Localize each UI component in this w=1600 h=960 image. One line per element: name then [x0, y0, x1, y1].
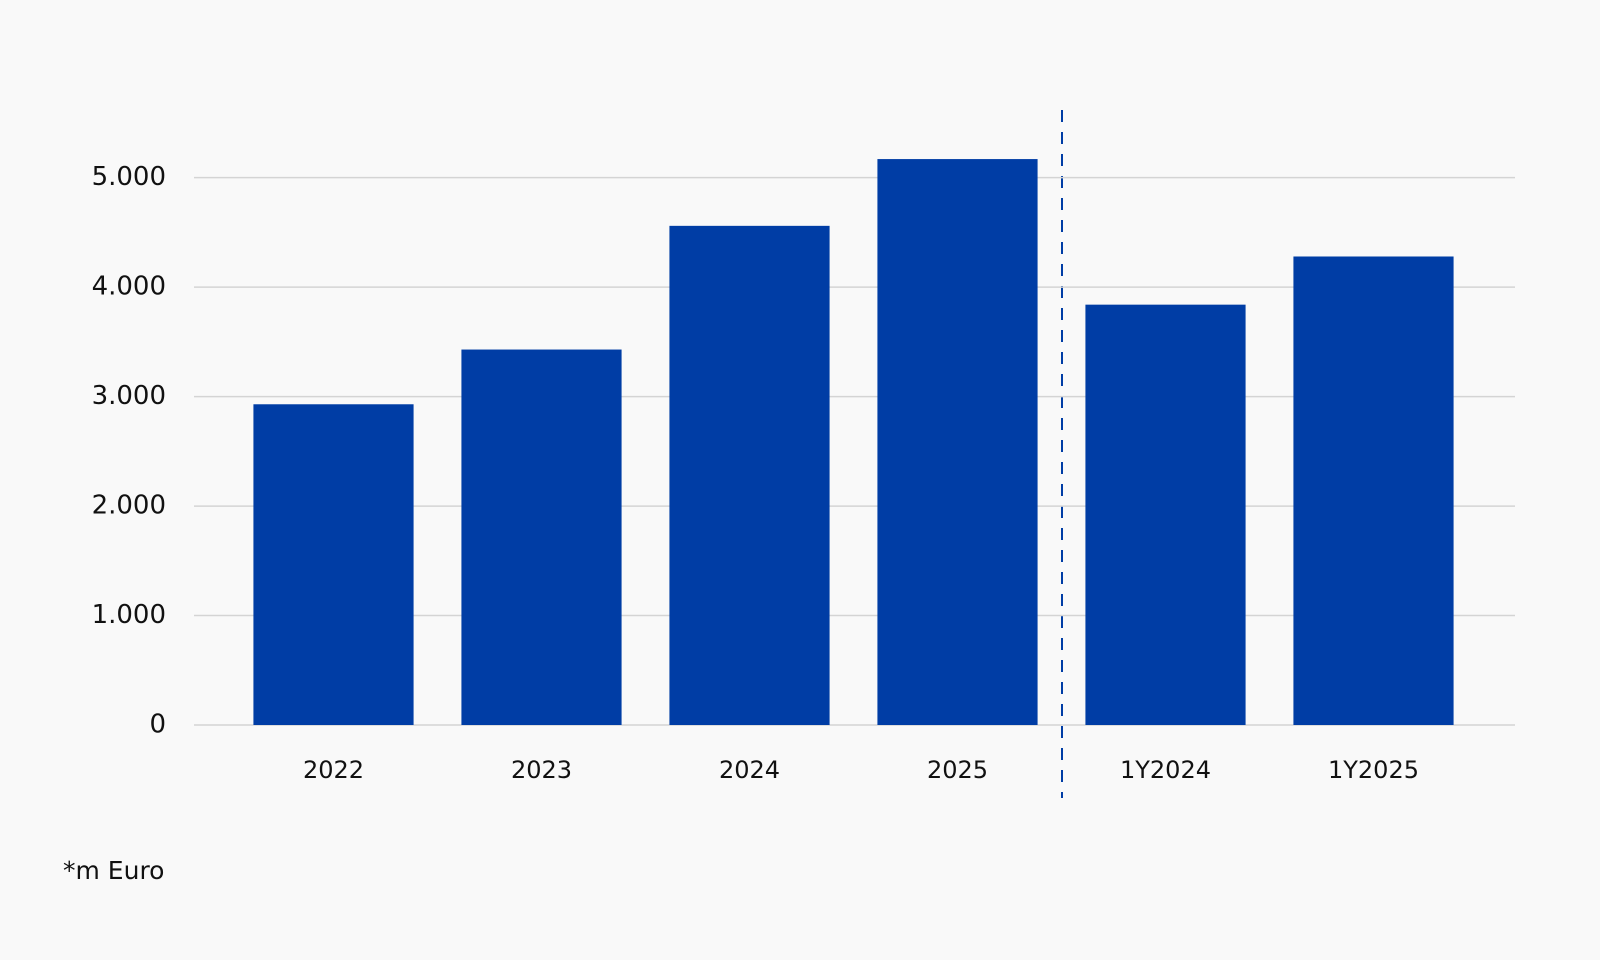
- bar: [669, 225, 830, 726]
- bar: [461, 349, 622, 725]
- y-tick-label: 1.000: [92, 600, 166, 630]
- y-tick-label: 5.000: [92, 162, 166, 192]
- x-tick-label: 2022: [303, 756, 364, 784]
- bar: [253, 404, 414, 725]
- x-tick-label: 2025: [927, 756, 988, 784]
- y-tick-label: 3.000: [92, 381, 166, 411]
- x-tick-label: 2024: [719, 756, 780, 784]
- x-tick-label: 1Y2025: [1328, 756, 1419, 784]
- x-tick-label: 2023: [511, 756, 572, 784]
- bar: [877, 159, 1038, 725]
- bar: [1293, 256, 1454, 725]
- y-tick-label: 0: [149, 710, 166, 740]
- bar: [1085, 304, 1246, 725]
- x-tick-label: 1Y2024: [1120, 756, 1211, 784]
- y-tick-label: 2.000: [92, 491, 166, 521]
- y-tick-label: 4.000: [92, 272, 166, 302]
- footnote: *m Euro: [63, 856, 164, 885]
